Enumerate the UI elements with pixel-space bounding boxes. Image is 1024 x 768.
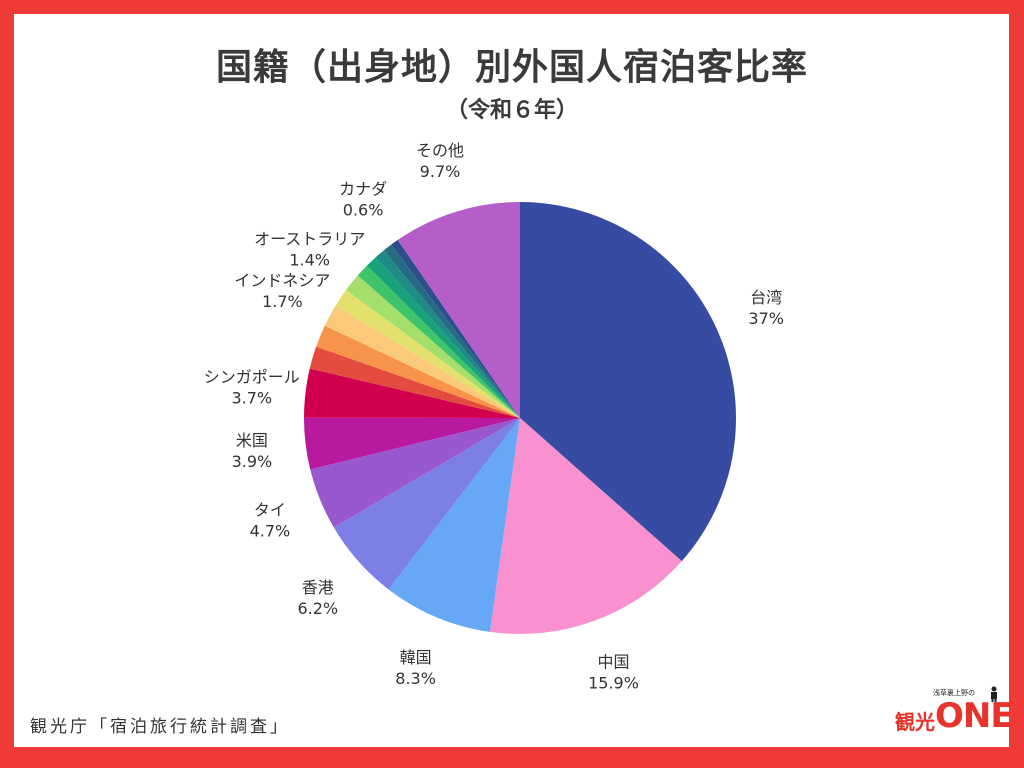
slice-label: 香港: [302, 578, 334, 597]
slice-label: インドネシア: [234, 271, 330, 290]
slice-label: シンガポール: [204, 368, 300, 387]
slice-value-label: 4.7%: [250, 522, 291, 541]
pie-slice: [357, 265, 520, 418]
slice-value-label: 3.7%: [231, 389, 272, 408]
pie-slice: [310, 418, 520, 528]
pie-slice: [309, 346, 520, 418]
person-icon: [991, 686, 997, 702]
chart-subtitle: （令和６年）: [445, 98, 578, 123]
slice-value-label: 37%: [748, 309, 784, 328]
slice-label: タイ: [254, 501, 286, 520]
slice-value-label: 0.6%: [343, 200, 384, 219]
slice-value-label: 6.2%: [297, 599, 338, 618]
pie-slice: [375, 250, 520, 418]
pie-slice: [324, 305, 520, 418]
slice-label: オーストラリア: [254, 230, 365, 249]
pie-slice: [366, 257, 520, 418]
slice-value-label: 8.3%: [395, 669, 436, 688]
pie-slice: [316, 325, 520, 418]
pie-slice: [489, 418, 682, 635]
slice-label: カナダ: [339, 179, 387, 198]
slice-value-label: 1.4%: [289, 251, 330, 270]
pie-slice: [303, 417, 520, 470]
slice-label: その他: [416, 141, 464, 160]
slice-value-label: 15.9%: [588, 673, 639, 692]
slice-value-label: 1.7%: [262, 292, 303, 311]
pie-slice: [391, 239, 520, 418]
pie-slice: [388, 418, 520, 632]
slice-label: 中国: [597, 652, 629, 671]
pie-slice: [333, 418, 520, 590]
slice-value-label: 3.9%: [232, 452, 273, 471]
pie-slice: [346, 275, 520, 418]
kanko-one-logo: 浅草裏上野の 観光 ONE: [893, 686, 1014, 736]
chart-title: 国籍（出身地）別外国人宿泊客比率: [215, 47, 808, 88]
slice-label: 韓国: [400, 648, 432, 667]
slice-value-label: 9.7%: [420, 162, 461, 181]
pie-slice: [397, 202, 520, 418]
pie-slice: [304, 368, 520, 418]
slice-label: 米国: [236, 431, 268, 450]
slice-label: 台湾: [750, 288, 782, 307]
source-note: 観光庁「宿泊旅行統計調査」: [30, 717, 290, 737]
logo-name: ONE: [935, 696, 1014, 736]
pie-slice: [335, 290, 520, 418]
pie-slice: [383, 244, 520, 418]
pie-slice: [520, 202, 737, 562]
logo-kanji: 観光: [895, 710, 935, 734]
logo-tagline: 浅草裏上野の: [933, 689, 975, 697]
